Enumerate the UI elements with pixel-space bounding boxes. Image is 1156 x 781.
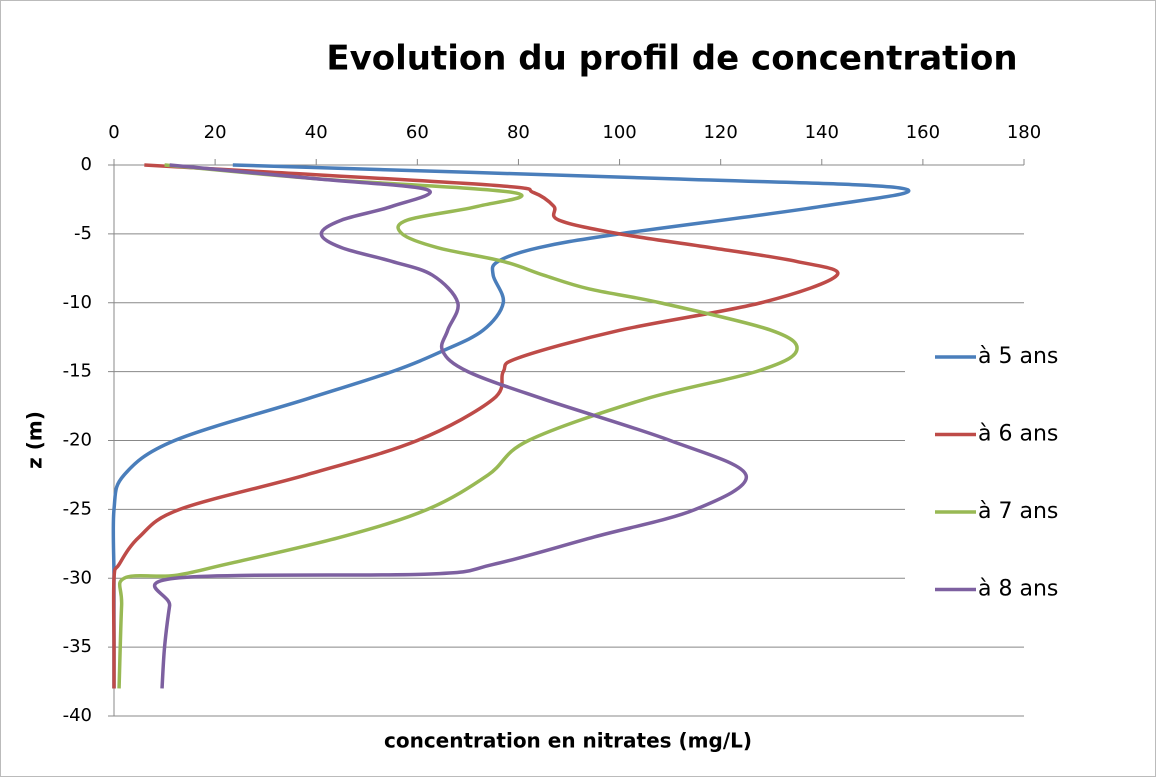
legend: à 5 ans à 6 ans à 7 ans à 8 ans [935, 344, 1058, 602]
x-tick-label: 140 [805, 122, 839, 143]
legend-label: à 8 ans [978, 577, 1058, 602]
lines [111, 163, 911, 689]
y-tick-label: -10 [63, 292, 92, 313]
series-line [117, 163, 799, 689]
x-tick-label: 0 [108, 122, 119, 143]
x-tick-label: 160 [906, 122, 940, 143]
x-tick-label: 40 [305, 122, 328, 143]
legend-label: à 5 ans [978, 344, 1058, 369]
y-tick-label: -30 [63, 567, 92, 588]
x-tick-label: 60 [406, 122, 429, 143]
legend-label: à 7 ans [978, 499, 1058, 524]
y-tick-label: -25 [63, 498, 92, 519]
x-tick-label: 180 [1007, 122, 1041, 143]
legend-box [905, 320, 1140, 620]
series-line [111, 163, 911, 689]
legend-label: à 6 ans [978, 422, 1058, 447]
y-tick-label: 0 [81, 154, 92, 175]
x-tick-label: 100 [602, 122, 636, 143]
x-tick-label: 20 [204, 122, 227, 143]
y-tick-label: -5 [74, 223, 92, 244]
x-tick-label: 80 [507, 122, 530, 143]
chart-title: Evolution du profil de concentration [326, 39, 1017, 79]
series-line [153, 163, 748, 689]
y-tick-label: -40 [63, 705, 92, 726]
grid: -40 -35 -30 -25 -20 -15 -10 -5 00 20 40 60 80 100 120 1… [63, 122, 1042, 726]
y-tick-label: -20 [63, 430, 92, 451]
series-line [111, 163, 840, 689]
y-axis-label: z (m) [23, 411, 47, 469]
y-tick-label: -15 [63, 361, 92, 382]
x-tick-label: 120 [703, 122, 737, 143]
x-axis-label: concentration en nitrates (mg/L) [384, 729, 752, 753]
y-tick-label: -35 [63, 636, 92, 657]
